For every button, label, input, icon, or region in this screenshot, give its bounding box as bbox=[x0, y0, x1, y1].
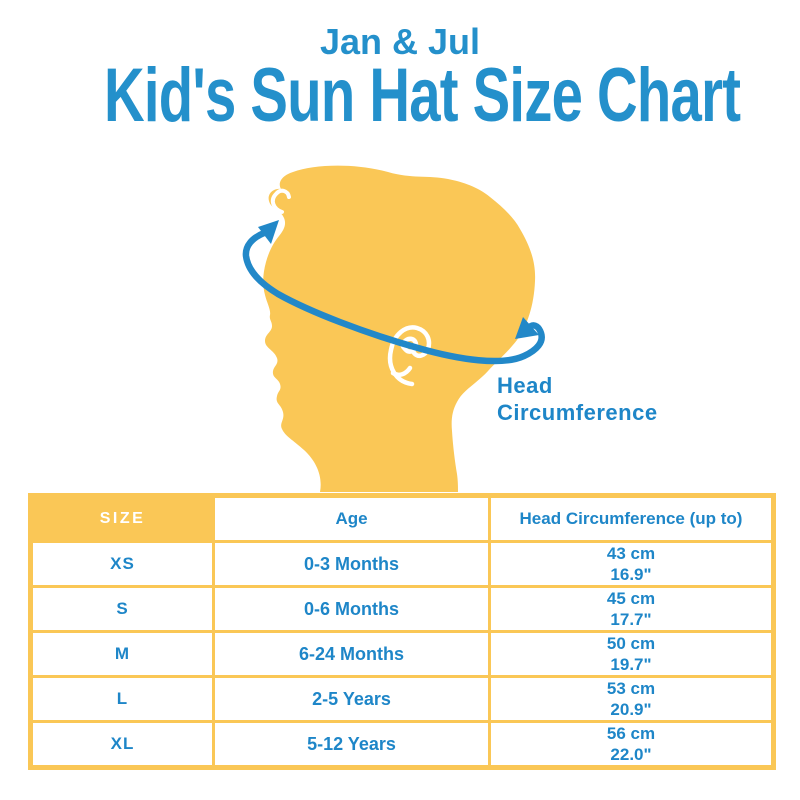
measuring-tape-arrow bbox=[242, 229, 545, 365]
page-title: Kid's Sun Hat Size Chart bbox=[104, 53, 741, 138]
age-value: 6-24 Months bbox=[212, 630, 491, 678]
age-value: 2-5 Years bbox=[212, 675, 491, 723]
table-row-s: S 0-6 Months 45 cm 17.7" bbox=[29, 585, 775, 633]
head-illustration bbox=[160, 140, 660, 492]
brand-title: Jan & Jul bbox=[319, 21, 481, 62]
size-value: S bbox=[29, 585, 215, 633]
circumference-cm: 56 cm bbox=[606, 724, 656, 743]
circumference-inch: 22.0" bbox=[610, 745, 652, 764]
circumference-value: 50 cm 19.7" bbox=[488, 630, 775, 678]
head-circumference-label-line1: Head bbox=[497, 373, 553, 398]
circumference-inch: 20.9" bbox=[610, 700, 652, 719]
circumference-value: 56 cm 22.0" bbox=[488, 720, 775, 769]
size-value: XS bbox=[29, 540, 215, 588]
table-row-m: M 6-24 Months 50 cm 19.7" bbox=[29, 630, 775, 678]
circumference-value: 45 cm 17.7" bbox=[488, 585, 775, 633]
circumference-inch: 19.7" bbox=[610, 655, 652, 674]
column-header-size: SIZE bbox=[29, 494, 215, 543]
head-circumference-label: Head Circumference bbox=[497, 372, 658, 426]
table-row-xl: XL 5-12 Years 56 cm 22.0" bbox=[29, 720, 775, 769]
circumference-inch: 17.7" bbox=[610, 610, 652, 629]
size-value: XL bbox=[29, 720, 215, 769]
circumference-inch: 16.9" bbox=[610, 565, 652, 584]
age-value: 5-12 Years bbox=[212, 720, 491, 769]
table-row-l: L 2-5 Years 53 cm 20.9" bbox=[29, 675, 775, 723]
column-header-age: Age bbox=[212, 494, 491, 543]
table-header-row: SIZE Age Head Circumference (up to) bbox=[29, 494, 775, 543]
head-silhouette-graphic bbox=[242, 165, 545, 492]
head-silhouette bbox=[263, 165, 536, 492]
arrowhead-left-icon bbox=[258, 220, 279, 244]
circumference-value: 43 cm 16.9" bbox=[488, 540, 775, 588]
circumference-cm: 43 cm bbox=[606, 544, 656, 563]
circumference-cm: 53 cm bbox=[606, 679, 656, 698]
circumference-cm: 50 cm bbox=[606, 634, 656, 653]
head-circumference-label-line2: Circumference bbox=[497, 400, 658, 425]
age-value: 0-6 Months bbox=[212, 585, 491, 633]
circumference-cm: 45 cm bbox=[606, 589, 656, 608]
hair-curl-icon bbox=[270, 188, 291, 214]
size-table: SIZE Age Head Circumference (up to) XS 0… bbox=[28, 493, 776, 770]
arrowhead-right-icon bbox=[515, 317, 539, 339]
age-value: 0-3 Months bbox=[212, 540, 491, 588]
size-value: L bbox=[29, 675, 215, 723]
size-value: M bbox=[29, 630, 215, 678]
circumference-value: 53 cm 20.9" bbox=[488, 675, 775, 723]
table-row-xs: XS 0-3 Months 43 cm 16.9" bbox=[29, 540, 775, 588]
column-header-circumference: Head Circumference (up to) bbox=[488, 494, 775, 543]
